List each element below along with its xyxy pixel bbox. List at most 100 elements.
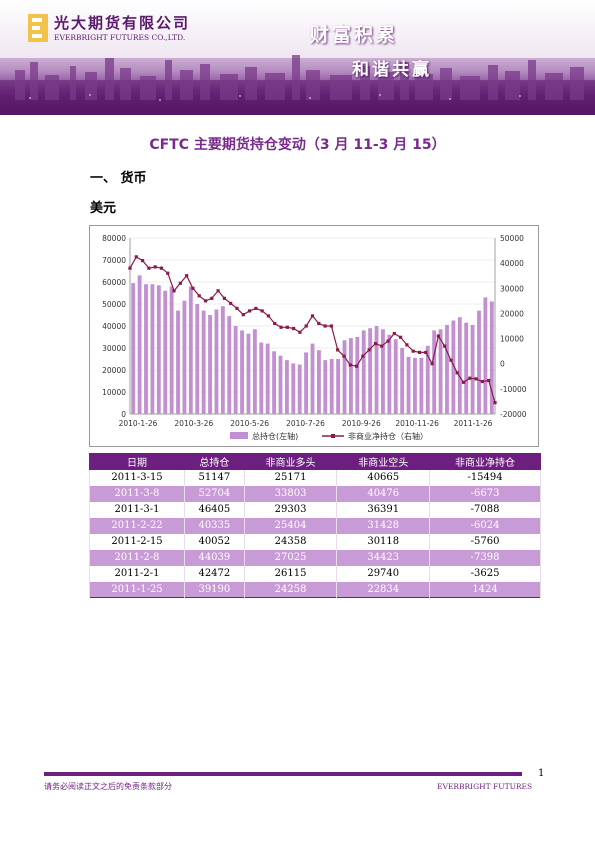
x-tick-label: 2010-3-26	[174, 419, 213, 428]
table-row: 2011-1-25 39190 24258 22834 1424	[88, 581, 541, 598]
company-logo-icon	[28, 14, 48, 42]
line-point	[392, 331, 396, 336]
line-point	[304, 324, 308, 328]
line-point	[216, 289, 220, 293]
bar	[201, 310, 206, 414]
line-point	[436, 334, 440, 338]
header-date: 日期	[88, 453, 186, 470]
line-point	[310, 314, 315, 318]
bar	[464, 322, 469, 414]
line-point	[197, 294, 201, 298]
bar	[137, 275, 142, 414]
positions-table: 日期 总持仓 非商业多头 非商业空头 非商业净持仓 2011-3-15 5114…	[88, 453, 541, 598]
right-tick-label: -20000	[500, 410, 527, 419]
cell-date: 2011-3-8	[88, 485, 186, 502]
cell-date: 2011-2-22	[88, 517, 186, 534]
cell-short: 40476	[336, 485, 431, 502]
banner-sky	[0, 0, 595, 58]
bar	[131, 283, 136, 414]
x-tick-label: 2010-7-26	[286, 419, 325, 428]
line-point	[493, 401, 497, 405]
bar	[259, 342, 264, 414]
cell-long: 24258	[243, 581, 338, 598]
left-tick-label: 50000	[102, 300, 126, 309]
bar	[195, 304, 200, 414]
line-point	[317, 321, 321, 326]
bar	[329, 359, 334, 414]
cell-short: 34423	[336, 549, 431, 566]
line-point	[367, 348, 371, 352]
line-point	[229, 301, 233, 305]
bar	[387, 334, 392, 414]
bar	[489, 301, 494, 414]
bar	[150, 284, 155, 414]
header-banner: 光大期货有限公司 EVERBRIGHT FUTURES CO.,LTD. 财富积…	[0, 0, 595, 115]
company-name-en: EVERBRIGHT FUTURES CO.,LTD.	[54, 33, 186, 42]
line-point	[153, 265, 157, 269]
line-point	[178, 281, 182, 285]
cell-total: 42472	[184, 565, 245, 582]
line-point	[424, 350, 428, 354]
cell-net: -5760	[429, 533, 541, 550]
left-tick-label: 80000	[102, 234, 126, 243]
cell-long: 25171	[243, 469, 338, 486]
table-row: 2011-2-22 40335 25404 31428 -6024	[88, 517, 541, 534]
x-tick-label: 2010-1-26	[119, 419, 158, 428]
cell-net: -6024	[429, 517, 541, 534]
line-point	[210, 296, 214, 300]
bar	[233, 326, 238, 414]
bar	[349, 338, 353, 414]
x-tick-label: 2011-1-26	[454, 419, 493, 428]
cell-short: 40665	[336, 469, 431, 486]
line-point	[185, 274, 189, 278]
left-tick-label: 0	[121, 410, 126, 419]
line-point	[361, 354, 365, 358]
line-point	[128, 266, 132, 270]
bar	[374, 326, 379, 414]
line-point	[254, 306, 258, 310]
chart-svg: 0 10000 20000 30000 40000 50000 60000 70000 8000…	[102, 234, 527, 441]
cell-date: 2011-2-1	[88, 565, 186, 582]
cell-total: 40335	[184, 517, 245, 534]
section-heading: 一、 货币	[90, 171, 147, 186]
table-row: 2011-2-15 40052 24358 30118 -5760	[88, 533, 541, 550]
line-point	[430, 362, 434, 366]
line-point	[417, 350, 422, 354]
line-point	[166, 271, 170, 275]
line-point	[373, 342, 378, 346]
usd-position-chart: 0 10000 20000 30000 40000 50000 60000 70000 8000…	[89, 225, 539, 447]
line-point	[386, 339, 390, 343]
bar	[227, 316, 232, 414]
line-point	[487, 378, 491, 383]
x-tick-label: 2010-9-26	[342, 419, 381, 428]
bar	[400, 348, 405, 414]
line-point	[380, 344, 384, 348]
table-row: 2011-2-8 44039 27025 34423 -7398	[88, 549, 541, 566]
bar	[445, 324, 449, 414]
x-tick-label: 2010-5-26	[230, 419, 269, 428]
bar	[457, 317, 462, 414]
line-point	[235, 306, 239, 310]
cell-net: -7088	[429, 501, 541, 518]
line-point	[298, 330, 302, 334]
bar	[477, 310, 481, 414]
line-point	[292, 326, 296, 331]
page-number: 1	[538, 768, 545, 779]
line-point	[461, 380, 466, 384]
bar	[297, 364, 302, 414]
line-point	[241, 313, 245, 317]
bar	[425, 345, 430, 414]
cell-total: 52704	[184, 485, 245, 502]
cell-net: -3625	[429, 565, 541, 582]
right-tick-label: 0	[500, 360, 505, 369]
line-point	[480, 379, 485, 384]
line-point	[468, 376, 472, 380]
line-point	[405, 343, 409, 347]
line-point	[323, 324, 327, 328]
report-title: CFTC 主要期货持仓变动（3 月 11-3 月 15）	[149, 137, 446, 153]
left-tick-label: 10000	[102, 388, 126, 397]
line-point	[273, 321, 277, 326]
legend-label: 总持仓(左轴)	[252, 431, 298, 441]
city-skyline-image	[0, 55, 595, 115]
bar	[451, 320, 456, 414]
